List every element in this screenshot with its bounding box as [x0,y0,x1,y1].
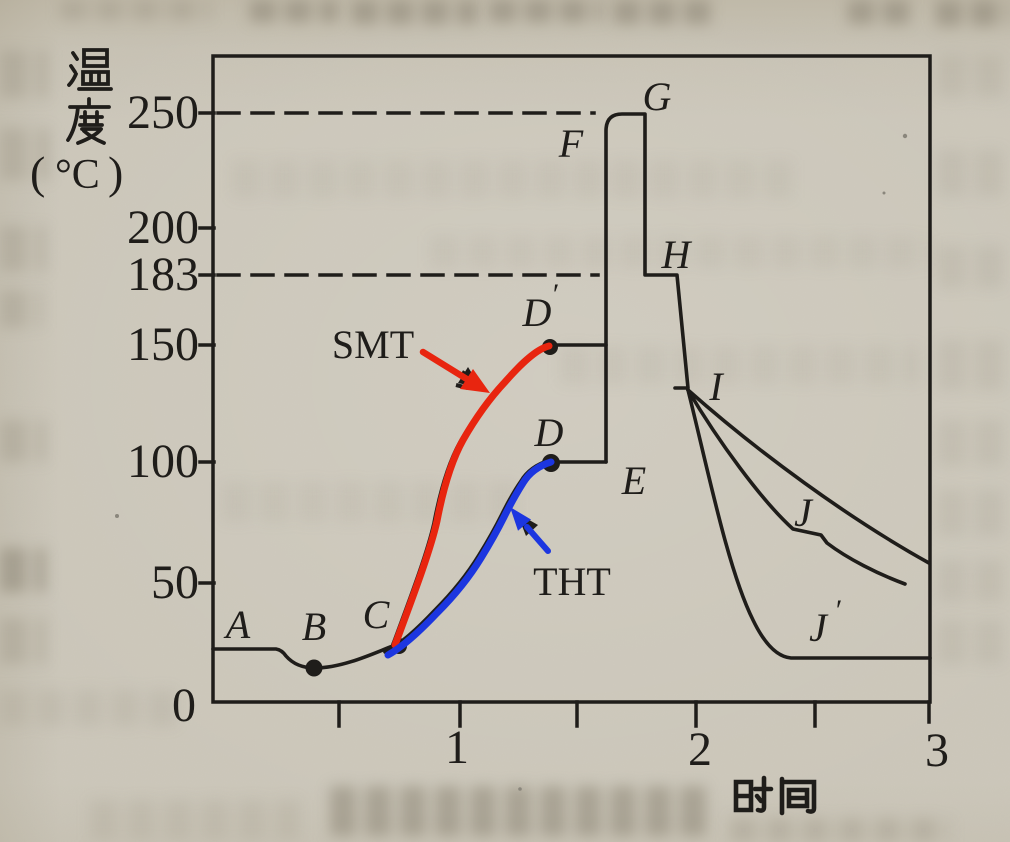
svg-text:SMT: SMT [332,322,414,367]
svg-text:183: 183 [127,248,199,301]
svg-text:50: 50 [151,556,199,609]
svg-text:200: 200 [127,201,199,254]
svg-text:D: D [534,410,564,455]
svg-text:B: B [302,604,326,649]
svg-text:′: ′ [834,594,841,627]
svg-text:(: ( [30,147,45,198]
svg-text:0: 0 [172,679,196,732]
svg-text:E: E [621,458,646,503]
svg-text:A: A [223,602,251,647]
svg-text:2: 2 [688,723,712,776]
svg-text:′: ′ [551,278,558,311]
svg-text:250: 250 [127,86,199,139]
svg-text:1: 1 [445,721,469,774]
svg-text:J: J [809,605,829,650]
svg-text:°C: °C [55,152,100,198]
svg-text:C: C [363,592,391,637]
svg-text:D: D [522,290,552,335]
svg-text:3: 3 [925,724,949,777]
svg-text:150: 150 [127,318,199,371]
svg-text:J: J [794,490,814,535]
svg-text:F: F [558,121,584,166]
svg-text:I: I [708,364,724,409]
svg-text:G: G [643,74,672,119]
svg-text:): ) [108,147,123,198]
svg-text:H: H [661,232,693,277]
svg-text:100: 100 [127,435,199,488]
svg-text:THT: THT [533,559,611,604]
